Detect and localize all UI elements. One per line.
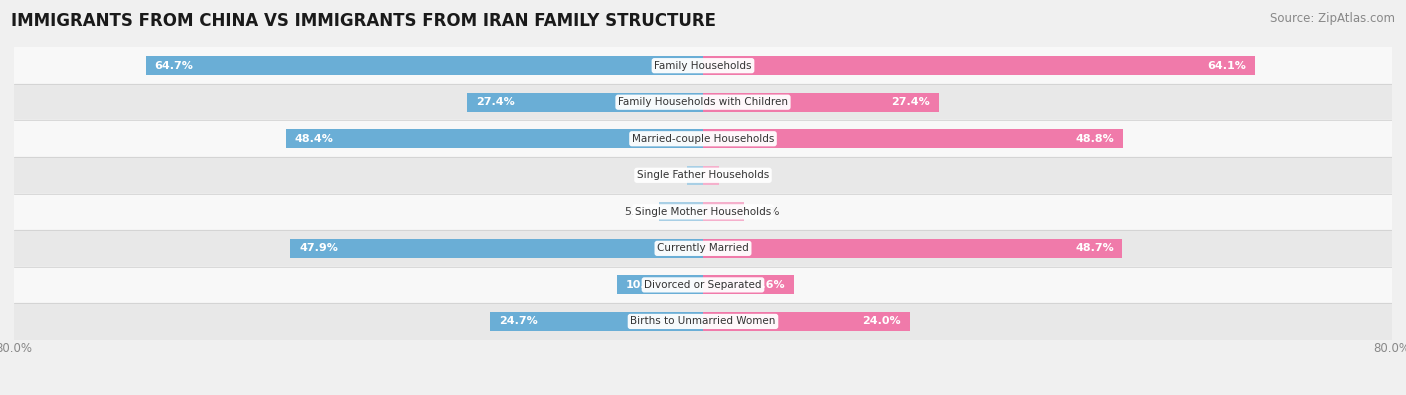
Text: IMMIGRANTS FROM CHINA VS IMMIGRANTS FROM IRAN FAMILY STRUCTURE: IMMIGRANTS FROM CHINA VS IMMIGRANTS FROM… [11, 12, 716, 30]
Bar [14, 120, 1392, 157]
Text: Single Father Households: Single Father Households [637, 170, 769, 180]
Bar [14, 157, 1392, 194]
Bar [703, 312, 910, 331]
Text: 27.4%: 27.4% [891, 97, 931, 107]
Text: 4.8%: 4.8% [751, 207, 780, 217]
Text: Source: ZipAtlas.com: Source: ZipAtlas.com [1270, 12, 1395, 25]
Bar [703, 275, 794, 294]
Text: Births to Unmarried Women: Births to Unmarried Women [630, 316, 776, 326]
Bar [703, 202, 744, 221]
Bar [14, 303, 1392, 340]
Text: 1.9%: 1.9% [727, 170, 755, 180]
Text: 1.8%: 1.8% [652, 170, 681, 180]
Bar [14, 84, 1392, 120]
Text: 5.1%: 5.1% [624, 207, 652, 217]
Bar [703, 93, 939, 112]
Bar [703, 129, 1123, 148]
Text: 27.4%: 27.4% [475, 97, 515, 107]
Text: Single Mother Households: Single Mother Households [636, 207, 770, 217]
Text: 64.1%: 64.1% [1208, 61, 1246, 71]
Text: 48.4%: 48.4% [295, 134, 333, 144]
Bar [491, 312, 703, 331]
Bar [287, 129, 703, 148]
Text: Divorced or Separated: Divorced or Separated [644, 280, 762, 290]
Bar [291, 239, 703, 258]
Bar [14, 47, 1392, 84]
Bar [703, 56, 1256, 75]
Bar [14, 230, 1392, 267]
Bar [703, 239, 1122, 258]
Text: 24.0%: 24.0% [862, 316, 901, 326]
Text: 48.7%: 48.7% [1076, 243, 1114, 253]
Text: 10.6%: 10.6% [747, 280, 786, 290]
Text: 10.0%: 10.0% [626, 280, 664, 290]
Text: Married-couple Households: Married-couple Households [631, 134, 775, 144]
Bar [688, 166, 703, 185]
Text: 48.8%: 48.8% [1076, 134, 1115, 144]
Text: Currently Married: Currently Married [657, 243, 749, 253]
Bar [659, 202, 703, 221]
Bar [14, 267, 1392, 303]
Text: 47.9%: 47.9% [299, 243, 337, 253]
Text: Family Households: Family Households [654, 61, 752, 71]
Text: 64.7%: 64.7% [155, 61, 193, 71]
Bar [146, 56, 703, 75]
Text: 24.7%: 24.7% [499, 316, 537, 326]
Bar [617, 275, 703, 294]
Bar [703, 166, 720, 185]
Bar [14, 194, 1392, 230]
Text: Family Households with Children: Family Households with Children [619, 97, 787, 107]
Bar [467, 93, 703, 112]
